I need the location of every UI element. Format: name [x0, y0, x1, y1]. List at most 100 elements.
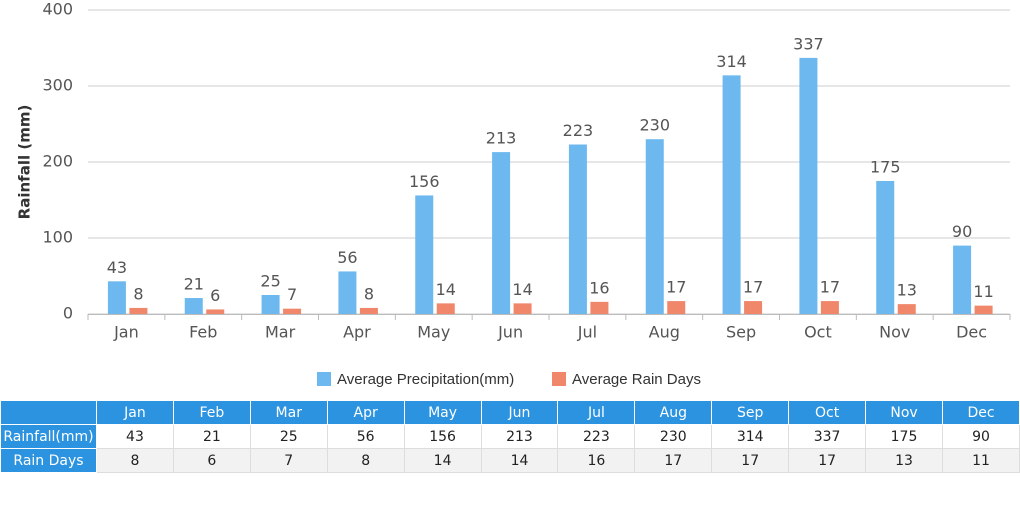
bar: [359, 307, 378, 314]
value-label: 17: [666, 278, 686, 297]
x-tick-label: Sep: [726, 323, 756, 342]
value-label: 25: [260, 272, 280, 291]
value-label: 223: [563, 121, 594, 140]
table-header-cell: Jan: [96, 400, 174, 425]
x-tick-label: Apr: [343, 323, 371, 342]
y-axis-label: Rainfall (mm): [16, 105, 34, 220]
table-header-cell: May: [403, 400, 482, 425]
x-tick-label: Nov: [879, 323, 910, 342]
table-cell: 337: [788, 424, 867, 449]
table-row-label: Rainfall(mm): [0, 424, 97, 449]
table-cell: 6: [172, 448, 251, 473]
value-label: 213: [486, 129, 517, 148]
bar: [206, 309, 225, 314]
table-header-cell: Mar: [249, 400, 328, 425]
table-header-cell: Dec: [941, 400, 1020, 425]
table-cell: 8: [96, 448, 174, 473]
bar: [799, 57, 818, 314]
bar: [722, 75, 741, 314]
bar: [338, 271, 357, 314]
table-cell: 314: [711, 424, 790, 449]
value-label: 6: [210, 286, 220, 305]
bar: [492, 152, 511, 314]
table-row: Rain Days 8 6 7 8 14 14 16 17 17 17 13 11: [0, 448, 1020, 473]
bar: [590, 301, 609, 314]
table-cell: 16: [557, 448, 636, 473]
value-label: 14: [436, 280, 456, 299]
bar: [107, 281, 126, 314]
table-cell: 43: [96, 424, 174, 449]
legend-label: Average Precipitation(mm): [337, 371, 514, 388]
bar: [184, 298, 203, 314]
table-cell: 213: [480, 424, 559, 449]
value-label: 17: [820, 278, 840, 297]
bar: [820, 301, 839, 314]
table-cell: 21: [172, 424, 251, 449]
table-cell: 14: [403, 448, 482, 473]
value-label: 337: [793, 34, 824, 53]
value-label: 14: [512, 280, 532, 299]
bar: [568, 144, 587, 314]
table-header-cell: Aug: [634, 400, 713, 425]
y-tick-label: 100: [42, 228, 73, 247]
x-tick-label: Jun: [497, 323, 523, 342]
value-label: 11: [973, 282, 993, 301]
bar: [953, 245, 972, 314]
bar: [513, 303, 532, 314]
table-cell: 17: [634, 448, 713, 473]
table-header-row: Jan Feb Mar Apr May Jun Jul Aug Sep Oct Nov Dec: [0, 400, 1020, 425]
table-cell: 11: [941, 448, 1020, 473]
y-tick-label: 300: [42, 76, 73, 95]
x-tick-label: May: [417, 323, 450, 342]
bar: [129, 307, 148, 314]
legend-label: Average Rain Days: [572, 371, 701, 388]
table-header-cell: Oct: [788, 400, 867, 425]
x-tick-label: Feb: [189, 323, 217, 342]
bar: [897, 304, 916, 314]
table-cell: 13: [865, 448, 943, 473]
legend-swatch: [552, 372, 566, 386]
table-header-cell: Sep: [711, 400, 790, 425]
bar: [667, 301, 686, 314]
table-cell: 17: [711, 448, 790, 473]
x-tick-label: Jan: [113, 323, 139, 342]
table-header-cell: Feb: [172, 400, 251, 425]
chart: Rainfall (mm) 0 100 200 300 400 Jan 43 8 Feb 21 6 M…: [16, 0, 1011, 388]
table-cell: 90: [941, 424, 1020, 449]
table-header-cell: Nov: [865, 400, 943, 425]
value-label: 230: [639, 116, 670, 135]
value-label: 175: [870, 158, 901, 177]
bar: [436, 303, 455, 314]
value-label: 90: [952, 222, 972, 241]
table-cell: 14: [480, 448, 559, 473]
legend-swatch: [317, 372, 331, 386]
value-label: 314: [716, 52, 747, 71]
y-tick-label: 400: [42, 0, 73, 19]
value-label: 43: [107, 258, 127, 277]
data-table: Jan Feb Mar Apr May Jun Jul Aug Sep Oct Nov Dec Rain…: [0, 400, 1020, 473]
table-header-cell: Apr: [326, 400, 405, 425]
table-corner: [0, 400, 97, 425]
value-label: 13: [897, 281, 917, 300]
table-cell: 230: [634, 424, 713, 449]
bar: [876, 181, 895, 314]
bar: [283, 308, 302, 314]
table-row-label: Rain Days: [0, 448, 97, 473]
bar: [974, 305, 993, 314]
bar: [261, 295, 280, 314]
x-tick-label: Mar: [265, 323, 296, 342]
table-header-cell: Jun: [480, 400, 559, 425]
value-label: 8: [364, 284, 374, 303]
x-tick-label: Dec: [956, 323, 987, 342]
value-label: 7: [287, 285, 297, 304]
value-label: 16: [589, 278, 609, 297]
table-cell: 25: [249, 424, 328, 449]
x-tick-label: Aug: [649, 323, 680, 342]
value-label: 8: [133, 284, 143, 303]
value-label: 156: [409, 172, 440, 191]
table-cell: 8: [326, 448, 405, 473]
x-tick-label: Oct: [804, 323, 832, 342]
bar: [415, 195, 434, 314]
x-tick-label: Jul: [577, 323, 597, 342]
